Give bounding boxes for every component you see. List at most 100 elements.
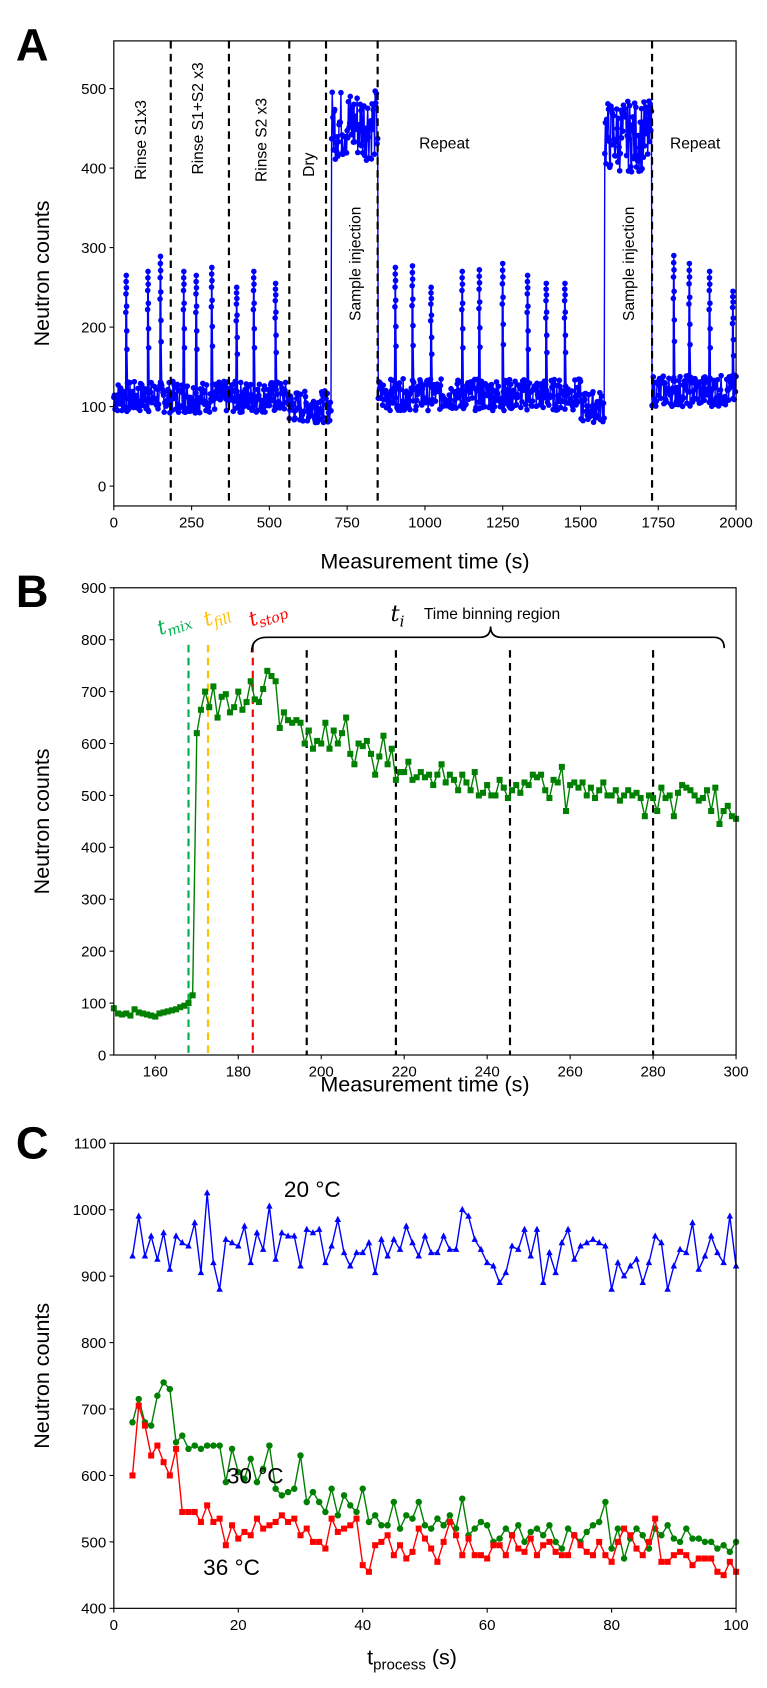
panel-a-data-point [393,323,399,330]
panel-c-series-1-data-point [409,1515,416,1522]
panel-b-data-point [168,1007,175,1014]
panel-c-series-0-data-point [284,1232,292,1239]
panel-a-data-point [562,309,569,315]
panel-c-xtick-label: 40 [354,1617,371,1634]
panel-a-data-point [354,149,361,156]
panel-a-data-point [438,376,444,382]
panel-c-series-0-data-point [440,1232,447,1239]
panel-a-data-point [543,280,550,287]
panel-c-series-1-data-point [197,1445,205,1453]
panel-c-series-2-data-point [633,1545,640,1552]
panel-a-data-point [542,381,549,388]
panel-c-series-0-data-point [689,1219,696,1226]
panel-a-xlabel: Measurement time (s) [320,549,529,573]
panel-b-data-point [131,1006,138,1013]
panel-c-series-2-data-point [359,1562,366,1569]
panel-c-series-1-data-point [552,1538,559,1546]
panel-a-xtick-label: 1250 [486,515,520,532]
panel-a-data-point [137,407,143,414]
panel-a-data-point [671,338,678,345]
panel-c-series-0-data-point [539,1278,547,1286]
panel-a-data-point [529,398,536,404]
panel-b-data-point [525,782,532,789]
panel-c-series-1-data-point [539,1532,547,1539]
panel-c-series-1-data-point [639,1532,646,1539]
panel-a-data-point [525,346,532,353]
panel-a-data-point [269,380,276,386]
panel-b-data-point [272,678,279,685]
panel-c-series-1-data-point [371,1512,379,1519]
panel-c-series-1-data-point [147,1422,155,1429]
panel-c-series-1-data-point [521,1538,528,1546]
panel-a-data-point [133,392,140,399]
panel-c-series-2-data-point [571,1532,578,1539]
panel-b-data-point [193,730,200,737]
panel-b-data-point [484,782,491,789]
panel-b-data-point [708,807,715,815]
panel-a-data-point [561,315,568,321]
panel-b-data-point [546,795,553,802]
panel-a-data-point [543,297,549,304]
panel-b-data-point [583,792,590,799]
panel-a-data-point [600,400,607,406]
panel-c-series-1-data-point [664,1522,671,1529]
panel-c-series-0-data-point [651,1232,659,1239]
panel-a-data-point [326,417,333,424]
panel-b-data-point [297,719,304,726]
panel-a-data-point [706,306,712,313]
panel-a-data-point [476,279,483,286]
panel-a-data-point [616,144,622,150]
panel-b-data-point [587,784,594,791]
panel-a-data-point [142,389,149,395]
panel-a-data-point [687,321,693,328]
panel-a-data-point [344,135,351,141]
panel-c-series-2-data-point [204,1502,211,1509]
panel-a-data-point [663,399,670,405]
panel-a-data-point [551,376,558,383]
panel-a-data-point [267,390,273,396]
panel-a-data-point [209,277,215,284]
panel-a-data-point [707,325,713,332]
panel-c-series-0-data-point [235,1242,242,1249]
panel-b-data-point [608,792,615,799]
panel-a-data-point [729,293,736,300]
panel-b-data-point [218,693,225,700]
panel-c-xlabel: tprocess (s) [367,1645,457,1673]
panel-a-data-point [680,395,687,401]
panel-a-data-point [237,379,244,386]
panel-a-data-point [427,317,434,324]
panel-c-series-0-data-point [253,1229,261,1236]
panel-b-data-point [666,792,673,799]
annotation-repeat-2: Repeat [670,136,721,153]
panel-a-data-point [539,390,546,397]
panel-c-series-2-data-point [291,1515,298,1522]
panel-c-series-1-data-point [471,1525,478,1532]
panel-a-data-point [256,392,262,399]
panel-b-ytick-label: 300 [81,892,106,909]
panel-c-series-1-data-point [203,1442,211,1449]
panel-a-data-point [250,275,257,281]
panel-a-data-point [473,387,480,394]
panel-b-data-point [309,745,316,752]
panel-a-data-point [547,392,554,399]
series-label-30c: 30 °C [227,1463,284,1488]
panel-a-data-point [646,138,653,145]
panel-a-data-point [500,274,506,280]
panel-b-data-point [247,678,254,685]
panel-a-data-point [432,389,438,396]
panel-b-data-point [604,792,611,799]
panel-a-data-point [180,287,187,294]
panel-a-data-point [329,89,336,96]
panel-a-data-point [323,395,329,402]
panel-c-series-2-data-point [621,1525,628,1532]
panel-a-data-point [356,127,362,133]
panel-a-data-point [544,349,550,356]
panel-a-data-point [252,399,259,406]
panel-a-data-point [636,144,643,151]
panel-c-series-2-data-point [303,1525,310,1532]
panel-b-data-point [538,771,545,778]
panel-c-series-0-data-point [595,1239,603,1246]
panel-a-data-point [428,284,434,291]
panel-b-data-point [417,769,424,776]
panel-c-series-0-data-point [564,1225,572,1232]
